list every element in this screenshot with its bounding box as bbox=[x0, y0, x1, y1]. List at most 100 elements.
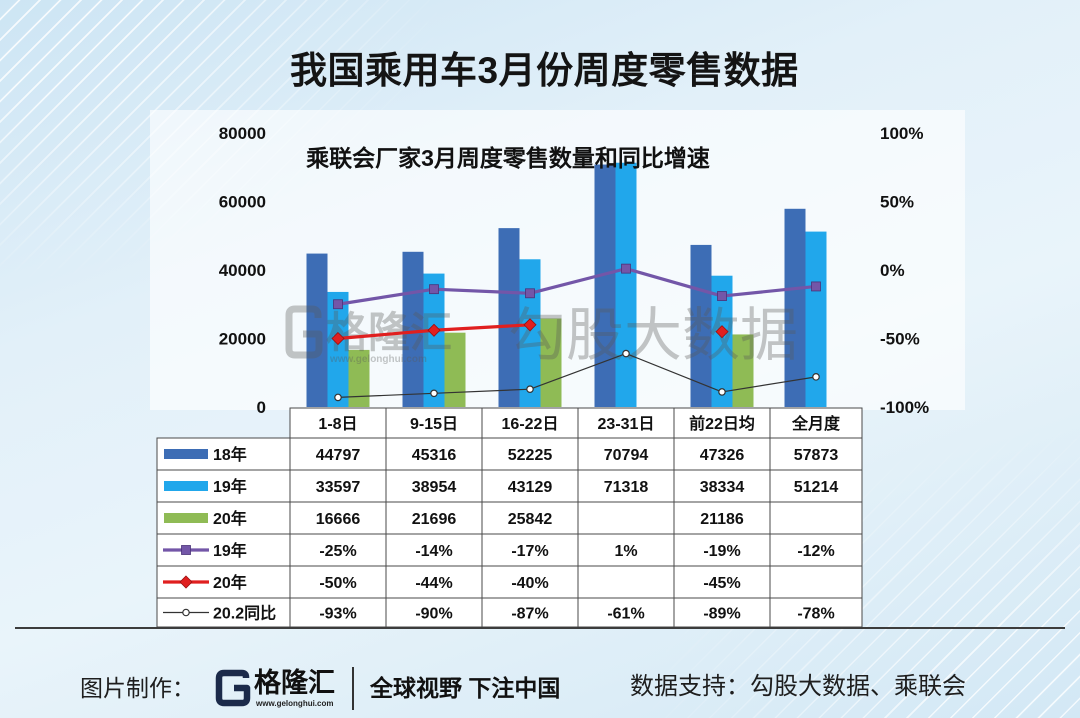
table-cell-value: 45316 bbox=[412, 447, 457, 464]
point-series1-cat3 bbox=[525, 288, 535, 299]
bar-series1-cat1 bbox=[306, 253, 328, 407]
table-cell-value: 21186 bbox=[700, 511, 744, 528]
table-cell bbox=[673, 437, 771, 471]
chart-title: 乘联会厂家3月周度零售数量和同比增速 bbox=[305, 145, 710, 171]
table-cell bbox=[673, 501, 771, 535]
bar-series2-cat3 bbox=[519, 259, 541, 407]
axes-layer: 80000 60000 40000 20000 0 100% 50% 0% -50% -100% bbox=[219, 124, 929, 417]
table-cell bbox=[769, 597, 863, 628]
bar-series3-cat3 bbox=[540, 318, 562, 407]
y2-tick-label: 0% bbox=[880, 261, 905, 280]
point-series1-cat4 bbox=[621, 263, 631, 274]
bar-series1-cat6 bbox=[784, 208, 806, 407]
table-cell-value: -40% bbox=[511, 575, 548, 592]
table-cell bbox=[673, 469, 771, 503]
table-cell bbox=[481, 597, 579, 628]
logo-url: www.gelonghui.com bbox=[256, 699, 334, 708]
table-cell-value: -61% bbox=[607, 606, 644, 623]
bar-series2-cat1 bbox=[327, 291, 349, 407]
point-series3-cat3 bbox=[526, 385, 534, 393]
table-cell bbox=[769, 501, 863, 535]
bar-series3-cat2 bbox=[444, 332, 466, 407]
table-cell-value: 71318 bbox=[604, 479, 649, 496]
footer-divider bbox=[15, 627, 1065, 629]
bar-series2-cat6 bbox=[805, 231, 827, 407]
bar-series1-cat4 bbox=[594, 164, 616, 407]
table-cell-value: 43129 bbox=[508, 479, 553, 496]
table-cell bbox=[769, 533, 863, 567]
table-cell bbox=[481, 469, 579, 503]
table-cell-value: -78% bbox=[797, 606, 834, 623]
table-cell-value: -12% bbox=[797, 543, 834, 560]
table-cell-value: 38954 bbox=[412, 479, 457, 496]
table-cell bbox=[289, 469, 387, 503]
bar-series3-cat1 bbox=[348, 349, 370, 407]
bars-layer bbox=[306, 162, 827, 407]
y2-tick-label: -50% bbox=[880, 330, 920, 349]
legend-label: 20.2同比 bbox=[213, 605, 276, 623]
point-series1-cat5 bbox=[717, 291, 727, 301]
table-cell bbox=[769, 565, 863, 599]
bar-series2-cat5 bbox=[711, 275, 733, 407]
y2-tick-label: -100% bbox=[880, 398, 929, 417]
point-series2-cat3 bbox=[523, 318, 537, 332]
watermark: 格隆汇 www.gelonghui.com 勾股大数据 bbox=[285, 303, 798, 368]
table-cell-value: 57873 bbox=[794, 447, 839, 464]
data-source: 数据支持：勾股大数据、乘联会 bbox=[630, 673, 966, 700]
table-cell bbox=[289, 533, 387, 567]
table-header-cell bbox=[289, 407, 387, 439]
point-series3-cat5 bbox=[718, 388, 726, 396]
table-cell bbox=[577, 565, 675, 599]
table-cell-value: 38334 bbox=[700, 479, 745, 496]
table-cell bbox=[577, 533, 675, 567]
category-label: 1-8日 bbox=[318, 415, 357, 433]
category-label: 23-31日 bbox=[598, 415, 655, 433]
legend-label: 19年 bbox=[213, 541, 247, 560]
table-cell-value: -50% bbox=[319, 575, 356, 592]
page-title: 我国乘用车3月份周度零售数据 bbox=[290, 50, 799, 91]
table-cell-value: -44% bbox=[415, 575, 452, 592]
g-logo-icon bbox=[215, 669, 251, 707]
table-cell-value: 70794 bbox=[604, 447, 649, 464]
g-logo-shape bbox=[215, 669, 251, 707]
legend-label: 20年 bbox=[213, 509, 247, 528]
point-series1-cat1 bbox=[333, 299, 343, 310]
line-series3-segment1 bbox=[337, 352, 817, 399]
point-series3-cat2 bbox=[430, 389, 438, 398]
point-series3-cat6 bbox=[812, 373, 820, 381]
table-header-cell bbox=[673, 407, 771, 439]
table-cell-value: 1% bbox=[614, 543, 637, 560]
point-series3-cat1 bbox=[334, 393, 342, 402]
table-cell bbox=[673, 597, 771, 628]
table-cell-value: -14% bbox=[415, 543, 452, 560]
table-cell-value: 25842 bbox=[508, 511, 553, 528]
table-cell bbox=[481, 501, 579, 535]
category-label: 全月度 bbox=[791, 414, 841, 433]
table-cell bbox=[385, 565, 483, 599]
watermark-logo-url: www.gelonghui.com bbox=[329, 354, 427, 365]
point-series2-cat1 bbox=[331, 331, 345, 346]
table-cell-value: 16666 bbox=[316, 511, 361, 528]
watermark-text: 勾股大数据 bbox=[508, 303, 798, 368]
y-tick-label: 40000 bbox=[219, 261, 266, 280]
table-cell-value: -93% bbox=[319, 606, 356, 623]
point-series3-cat4 bbox=[622, 349, 630, 358]
legend-marker-line2 bbox=[179, 575, 193, 589]
table-header-cell bbox=[769, 407, 863, 439]
y-tick-label: 60000 bbox=[219, 193, 266, 212]
table-cell-value: 51214 bbox=[794, 479, 839, 496]
legend-swatch-bar2 bbox=[164, 481, 208, 491]
table-cell bbox=[385, 469, 483, 503]
category-label: 前22日均 bbox=[689, 414, 755, 433]
bar-series2-cat2 bbox=[423, 273, 445, 407]
bar-series2-cat4 bbox=[615, 162, 637, 407]
data-table: 1-8日 9-15日 16-22日 23-31日 前22日均 全月度 18年 44797 453… bbox=[156, 407, 863, 628]
bar-series1-cat3 bbox=[498, 228, 520, 407]
table-cell-value: -19% bbox=[703, 543, 740, 560]
table-cell bbox=[769, 437, 863, 471]
table-cell-value: 44797 bbox=[316, 447, 361, 464]
legend-swatch-bar3 bbox=[164, 513, 208, 523]
footer-vertical-divider bbox=[352, 667, 354, 710]
table-cell bbox=[481, 565, 579, 599]
